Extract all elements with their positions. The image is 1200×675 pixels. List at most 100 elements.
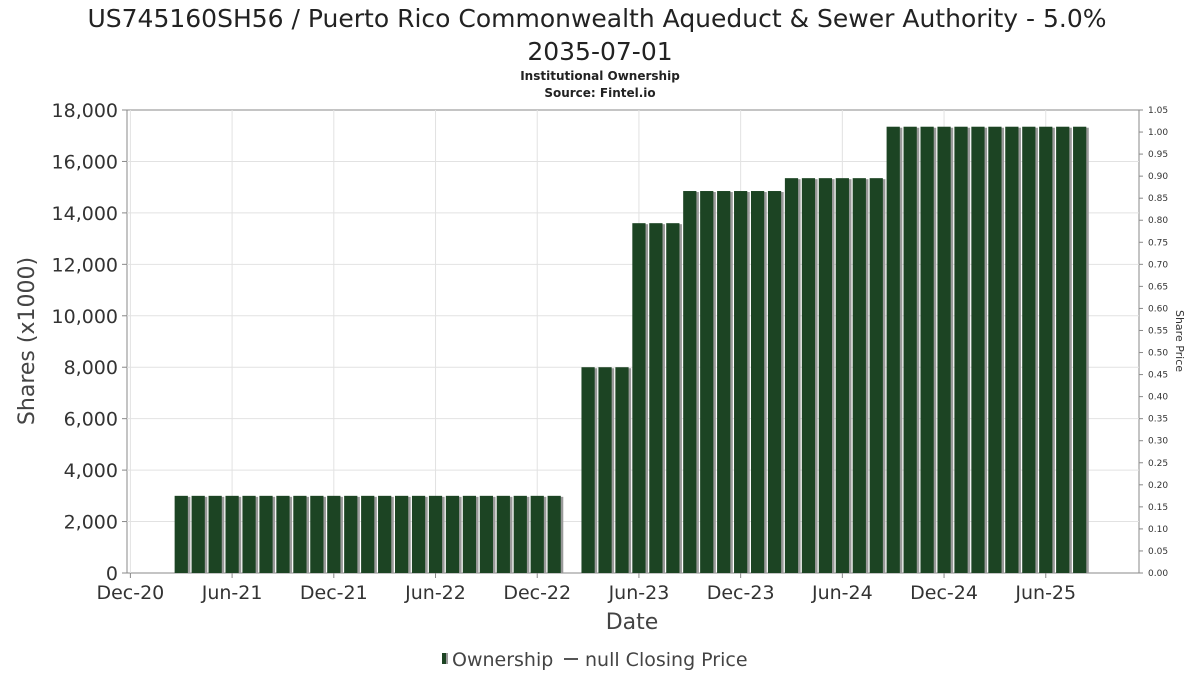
y2-tick-label: 0.55 [1148, 326, 1168, 336]
chart-source: Source: Fintel.io [544, 86, 655, 100]
bar-ownership [1022, 126, 1036, 573]
bar-ownership [479, 495, 493, 573]
y2-tick-label: 0.15 [1148, 503, 1168, 513]
bar-ownership [1056, 126, 1070, 573]
bar-ownership [225, 495, 239, 573]
y2-tick-label: 0.85 [1148, 194, 1168, 204]
chart-title: US745160SH56 / Puerto Rico Commonwealth … [87, 4, 1106, 33]
y-tick-label: 0 [106, 563, 118, 585]
bar-ownership [801, 178, 816, 574]
x-tick-label: Jun-25 [1014, 582, 1076, 604]
legend-label-closing-price: null Closing Price [585, 649, 748, 671]
bar-ownership [903, 126, 917, 573]
y2-tick-label: 0.00 [1148, 569, 1168, 579]
bar-ownership [344, 495, 358, 573]
bar-ownership [293, 495, 307, 573]
right-axis: 0.00 0.05 0.10 0.15 0.20 0.25 0.30 0.35 0.40 0.45… [1139, 106, 1168, 579]
bar-ownership [581, 367, 595, 573]
bar-ownership [208, 495, 222, 573]
bar-ownership [259, 495, 273, 573]
bar-ownership [717, 191, 731, 573]
bar-ownership [869, 178, 883, 574]
bar-ownership [954, 126, 968, 573]
y2-tick-label: 0.50 [1148, 349, 1168, 359]
y-tick-label: 16,000 [52, 151, 118, 173]
y2-tick-label: 0.05 [1148, 547, 1168, 557]
x-tick-label: Dec-23 [707, 582, 775, 604]
bar-ownership [276, 495, 290, 573]
y2-tick-label: 0.70 [1148, 260, 1168, 270]
y2-tick-label: 0.10 [1148, 525, 1168, 535]
bar-ownership [428, 495, 443, 573]
bar-ownership [242, 495, 256, 573]
bar-ownership [547, 495, 561, 573]
y-tick-label: 18,000 [52, 100, 118, 122]
x-tick-label: Jun-22 [404, 582, 466, 604]
bar-ownership [971, 126, 985, 573]
left-axis: 0 2,000 4,000 6,000 8,000 10,000 12,000 14,000 1… [52, 100, 127, 585]
y2-tick-label: 0.90 [1148, 172, 1168, 182]
chart-subtitle: Institutional Ownership [520, 69, 680, 83]
y2-tick-label: 0.30 [1148, 437, 1168, 447]
bar-series-ownership [174, 126, 1089, 574]
bar-ownership [378, 495, 392, 573]
bar-ownership [649, 223, 663, 573]
y2-tick-label: 0.95 [1148, 150, 1168, 160]
y-axis-title: Shares (x1000) [15, 257, 40, 425]
y2-tick-label: 0.45 [1148, 371, 1168, 381]
x-tick-label: Dec-24 [910, 582, 978, 604]
bar-ownership [683, 191, 697, 573]
chart-title-line2: 2035-07-01 [527, 37, 672, 66]
bar-ownership [445, 495, 460, 573]
bar-ownership [767, 191, 782, 573]
y2-tick-label: 0.75 [1148, 238, 1168, 248]
bar-ownership [784, 178, 799, 574]
bar-ownership [327, 495, 341, 573]
bar-ownership [598, 367, 612, 573]
bar-ownership [615, 367, 629, 573]
y-tick-label: 14,000 [52, 203, 118, 225]
y2-tick-label: 1.00 [1148, 128, 1168, 138]
y2-tick-label: 1.05 [1148, 106, 1168, 116]
bar-ownership [988, 126, 1002, 573]
bar-ownership [174, 495, 188, 573]
y2-tick-label: 0.35 [1148, 415, 1168, 425]
y-tick-label: 6,000 [64, 409, 118, 431]
y2-tick-label: 0.40 [1148, 393, 1168, 403]
bar-ownership [513, 495, 527, 573]
bar-ownership [1073, 126, 1087, 573]
legend-swatch-shadow [446, 653, 448, 664]
y2-axis-title: Share Price [1173, 310, 1186, 372]
bar-ownership [462, 495, 477, 573]
y-tick-label: 4,000 [64, 460, 118, 482]
x-tick-label: Dec-22 [503, 582, 571, 604]
bar-ownership [734, 191, 748, 573]
x-tick-label: Dec-21 [300, 582, 368, 604]
bar-ownership [395, 495, 409, 573]
y2-tick-label: 0.25 [1148, 459, 1168, 469]
bar-ownership [310, 495, 324, 573]
bar-ownership [1039, 126, 1053, 573]
bar-ownership [632, 223, 646, 573]
y-tick-label: 8,000 [64, 357, 118, 379]
x-tick-label: Jun-23 [608, 582, 670, 604]
bar-ownership [886, 126, 900, 573]
y2-tick-label: 0.65 [1148, 282, 1168, 292]
bar-ownership [835, 178, 849, 574]
legend: Ownership null Closing Price [442, 649, 748, 671]
y-tick-label: 12,000 [52, 254, 118, 276]
bar-ownership [496, 495, 510, 573]
bar-ownership [411, 495, 426, 573]
x-tick-label: Jun-24 [811, 582, 873, 604]
bar-ownership [818, 178, 833, 574]
legend-swatch-ownership [442, 653, 446, 664]
bar-ownership [361, 495, 375, 573]
y-tick-label: 2,000 [64, 512, 118, 534]
y2-tick-label: 0.80 [1148, 216, 1168, 226]
bar-ownership [666, 223, 680, 573]
bar-ownership [937, 126, 951, 573]
bar-ownership [530, 495, 544, 573]
bar-ownership [1005, 126, 1019, 573]
bar-ownership [700, 191, 714, 573]
